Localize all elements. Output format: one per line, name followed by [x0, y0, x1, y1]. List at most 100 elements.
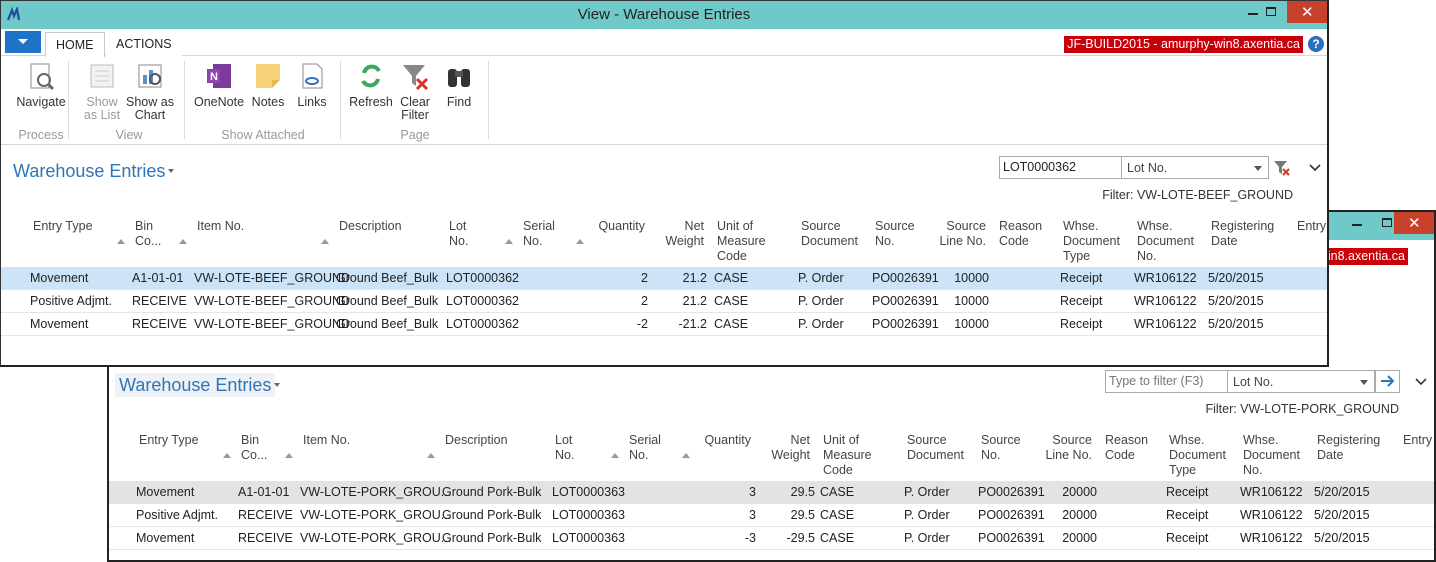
column-header[interactable]: Whse. Document No. [1137, 219, 1201, 264]
ribbon-button[interactable]: Navigate [11, 61, 71, 109]
list-pane: Warehouse EntriesType to filter (F3)Lot … [107, 358, 1436, 562]
column-header[interactable]: Reason Code [1105, 433, 1150, 463]
column-header[interactable]: Quantity [681, 433, 751, 448]
dropdown-arrow [1360, 380, 1368, 385]
ribbon-button[interactable]: Clear Filter [395, 61, 435, 122]
column-header[interactable]: Source Line No. [1040, 433, 1092, 463]
maximize-button[interactable] [1256, 1, 1286, 23]
column-header[interactable]: Description [339, 219, 439, 234]
column-header[interactable]: Registering Date [1211, 219, 1283, 249]
table-cell: Ground Beef_Bulk [336, 294, 438, 308]
table-cell: A1-01-01 [132, 271, 183, 285]
column-header[interactable]: Serial No. [629, 433, 671, 463]
column-header[interactable]: Bin Co... [135, 219, 165, 249]
ribbon-button[interactable]: Show as Chart [125, 61, 175, 122]
filter-field-dropdown[interactable]: Lot No. [1227, 370, 1375, 393]
column-header[interactable]: Serial No. [523, 219, 565, 249]
table-row[interactable]: MovementA1-01-01VW-LOTE-PORK_GROU...Grou… [107, 481, 1436, 504]
table-cell: RECEIVE [238, 508, 293, 522]
column-header[interactable]: Reason Code [999, 219, 1044, 249]
ribbon-tab[interactable]: HOME [45, 32, 105, 57]
column-header[interactable]: Source Document [801, 219, 865, 249]
column-header[interactable]: Source No. [875, 219, 920, 249]
list-heading: Warehouse Entries [9, 159, 169, 183]
column-header[interactable]: Unit of Measure Code [823, 433, 883, 478]
ribbon-button[interactable]: Show as List [82, 61, 122, 122]
table-cell: WR106122 [1134, 317, 1197, 331]
ribbon-icon [87, 61, 117, 91]
table-cell: -2 [637, 317, 648, 331]
column-header[interactable]: Registering Date [1317, 433, 1389, 463]
close-button[interactable]: ✕ [1287, 1, 1327, 23]
filter-input[interactable]: Type to filter (F3) [1105, 370, 1228, 393]
column-header[interactable]: Entry [1403, 433, 1436, 448]
column-header[interactable]: Entry [1297, 219, 1329, 234]
table-cell: -21.2 [679, 317, 708, 331]
column-header[interactable]: Description [445, 433, 545, 448]
column-header[interactable]: Bin Co... [241, 433, 271, 463]
table-row[interactable]: Positive Adjmt.RECEIVEVW-LOTE-BEEF_GROUN… [1, 290, 1329, 313]
table-cell: PO0026391 [872, 317, 939, 331]
table-row[interactable]: MovementA1-01-01VW-LOTE-BEEF_GROUNDGroun… [1, 267, 1329, 290]
help-icon[interactable]: ? [1308, 36, 1324, 52]
ribbon-button-label: Notes [252, 95, 285, 109]
column-header[interactable]: Item No. [197, 219, 317, 234]
collapse-chevron[interactable] [1414, 376, 1428, 386]
ribbon-tab[interactable]: ACTIONS [106, 32, 182, 57]
table-cell: 21.2 [683, 271, 707, 285]
column-header[interactable]: Source Line No. [934, 219, 986, 249]
column-header[interactable]: Net Weight [765, 433, 810, 463]
ribbon-button[interactable]: NOneNote [193, 61, 245, 109]
column-header[interactable]: Unit of Measure Code [717, 219, 777, 264]
column-header[interactable]: Entry Type [33, 219, 123, 234]
table-row[interactable]: MovementRECEIVEVW-LOTE-PORK_GROU...Groun… [107, 527, 1436, 550]
column-header[interactable]: Entry Type [139, 433, 229, 448]
ribbon-button-label: Find [447, 95, 471, 109]
ribbon-group-label: Process [18, 128, 63, 142]
apply-filter-button[interactable] [1375, 370, 1400, 393]
table-cell: PO0026391 [872, 294, 939, 308]
column-header[interactable]: Whse. Document No. [1243, 433, 1307, 478]
table-cell: WR106122 [1240, 508, 1303, 522]
ribbon-icon [26, 61, 56, 91]
app-menu-button[interactable] [5, 31, 41, 53]
table-cell: PO0026391 [978, 531, 1045, 545]
filter-field-dropdown[interactable]: Lot No. [1121, 156, 1269, 179]
column-header[interactable]: Whse. Document Type [1063, 219, 1127, 264]
ribbon-button[interactable]: Notes [248, 61, 288, 109]
close-button[interactable]: ✕ [1394, 212, 1434, 234]
ribbon-button-label: Refresh [349, 95, 393, 109]
table-cell: WR106122 [1240, 485, 1303, 499]
column-header[interactable]: Source Document [907, 433, 971, 463]
table-cell: 10000 [954, 294, 989, 308]
ribbon-button[interactable]: Links [292, 61, 332, 109]
column-header[interactable]: Quantity [575, 219, 645, 234]
maximize-glyph [1382, 218, 1392, 227]
column-header[interactable]: Lot No. [449, 219, 479, 249]
ribbon-button-label: Show as Chart [126, 95, 174, 122]
minimize-button[interactable] [1342, 212, 1372, 234]
table-cell: 5/20/2015 [1314, 531, 1370, 545]
table-cell: 21.2 [683, 294, 707, 308]
table-row[interactable]: MovementRECEIVEVW-LOTE-BEEF_GROUNDGround… [1, 313, 1329, 336]
table-cell: -29.5 [787, 531, 816, 545]
ribbon-button[interactable]: Refresh [347, 61, 395, 109]
table-cell: Receipt [1166, 485, 1208, 499]
table-cell: 29.5 [791, 508, 815, 522]
group-separator [68, 61, 69, 139]
arrow-icon [1376, 371, 1399, 392]
ribbon-button[interactable]: Find [439, 61, 479, 109]
table-cell: PO0026391 [872, 271, 939, 285]
column-header[interactable]: Lot No. [555, 433, 585, 463]
filter-input[interactable]: LOT0000362 [999, 156, 1122, 179]
column-header[interactable]: Whse. Document Type [1169, 433, 1233, 478]
table-cell: VW-LOTE-BEEF_GROUND [194, 294, 350, 308]
clear-filter-button[interactable] [1269, 156, 1294, 179]
column-header[interactable]: Net Weight [659, 219, 704, 249]
svg-text:N: N [210, 71, 218, 83]
table-cell: P. Order [904, 508, 950, 522]
column-header[interactable]: Item No. [303, 433, 423, 448]
table-row[interactable]: Positive Adjmt.RECEIVEVW-LOTE-PORK_GROU.… [107, 504, 1436, 527]
collapse-chevron[interactable] [1308, 162, 1322, 172]
column-header[interactable]: Source No. [981, 433, 1026, 463]
